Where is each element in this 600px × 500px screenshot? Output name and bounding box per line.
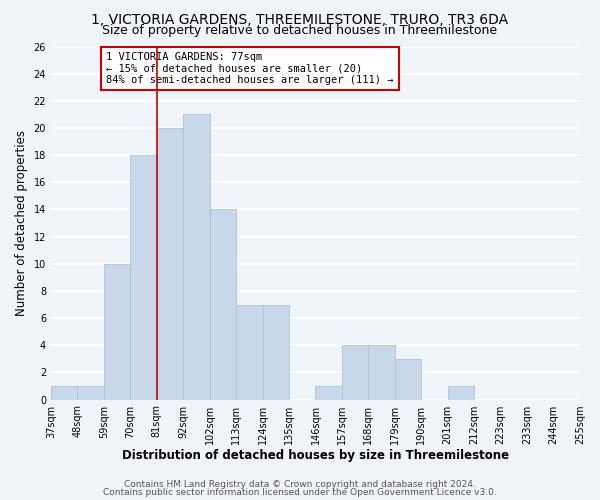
- Bar: [236, 304, 263, 400]
- Bar: [51, 386, 77, 400]
- Y-axis label: Number of detached properties: Number of detached properties: [15, 130, 28, 316]
- Bar: [77, 386, 104, 400]
- Bar: [157, 128, 183, 400]
- Bar: [395, 359, 421, 400]
- Bar: [209, 210, 236, 400]
- Bar: [342, 346, 368, 400]
- Text: 1, VICTORIA GARDENS, THREEMILESTONE, TRURO, TR3 6DA: 1, VICTORIA GARDENS, THREEMILESTONE, TRU…: [91, 12, 509, 26]
- Text: Contains HM Land Registry data © Crown copyright and database right 2024.: Contains HM Land Registry data © Crown c…: [124, 480, 476, 489]
- Bar: [183, 114, 209, 400]
- Bar: [316, 386, 342, 400]
- Bar: [130, 155, 157, 400]
- Bar: [104, 264, 130, 400]
- Text: 1 VICTORIA GARDENS: 77sqm
← 15% of detached houses are smaller (20)
84% of semi-: 1 VICTORIA GARDENS: 77sqm ← 15% of detac…: [106, 52, 394, 85]
- Bar: [263, 304, 289, 400]
- X-axis label: Distribution of detached houses by size in Threemilestone: Distribution of detached houses by size …: [122, 450, 509, 462]
- Text: Size of property relative to detached houses in Threemilestone: Size of property relative to detached ho…: [103, 24, 497, 37]
- Text: Contains public sector information licensed under the Open Government Licence v3: Contains public sector information licen…: [103, 488, 497, 497]
- Bar: [368, 346, 395, 400]
- Bar: [448, 386, 474, 400]
